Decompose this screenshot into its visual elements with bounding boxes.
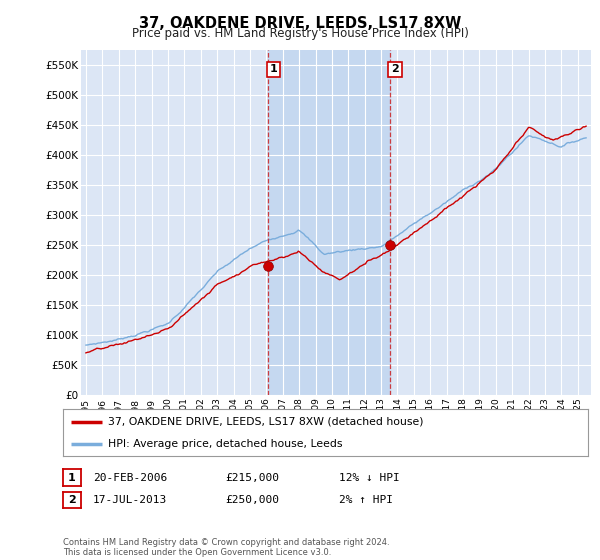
Text: 20-FEB-2006: 20-FEB-2006 — [93, 473, 167, 483]
Text: Contains HM Land Registry data © Crown copyright and database right 2024.
This d: Contains HM Land Registry data © Crown c… — [63, 538, 389, 557]
Text: 2% ↑ HPI: 2% ↑ HPI — [339, 495, 393, 505]
Text: 2: 2 — [68, 495, 76, 505]
Text: 37, OAKDENE DRIVE, LEEDS, LS17 8XW (detached house): 37, OAKDENE DRIVE, LEEDS, LS17 8XW (deta… — [107, 417, 423, 427]
Bar — [268, 50, 390, 395]
Text: 1: 1 — [269, 64, 277, 74]
Text: £215,000: £215,000 — [225, 473, 279, 483]
Text: Price paid vs. HM Land Registry's House Price Index (HPI): Price paid vs. HM Land Registry's House … — [131, 27, 469, 40]
Text: 17-JUL-2013: 17-JUL-2013 — [93, 495, 167, 505]
Text: 2: 2 — [391, 64, 399, 74]
Text: £250,000: £250,000 — [225, 495, 279, 505]
Text: 12% ↓ HPI: 12% ↓ HPI — [339, 473, 400, 483]
Text: 37, OAKDENE DRIVE, LEEDS, LS17 8XW: 37, OAKDENE DRIVE, LEEDS, LS17 8XW — [139, 16, 461, 31]
Text: 1: 1 — [68, 473, 76, 483]
Text: HPI: Average price, detached house, Leeds: HPI: Average price, detached house, Leed… — [107, 438, 342, 449]
